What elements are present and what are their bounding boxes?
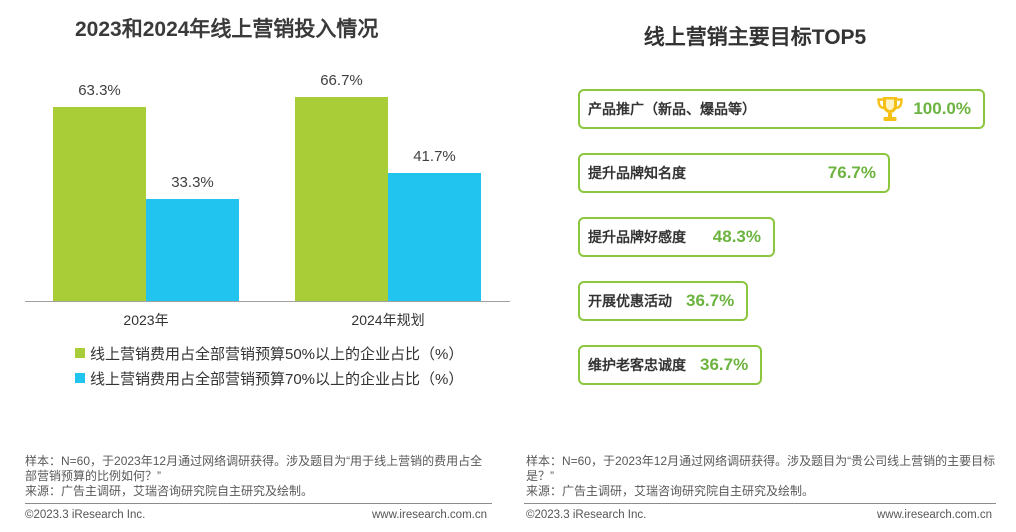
goal-label-4: 开展优惠活动: [588, 293, 672, 309]
footer-divider: [524, 503, 996, 504]
goal-bar-5: 维护老客忠诚度 36.7%: [578, 345, 762, 385]
chart-title: 2023和2024年线上营销投入情况: [75, 18, 379, 41]
bar-cat2-series2: [388, 173, 481, 301]
bar-chart-plot: 63.3% 33.3% 2023年 66.7% 41.7% 2024年规划: [25, 60, 510, 330]
left-panel: 2023和2024年线上营销投入情况 63.3% 33.3% 2023年 66.7% 4…: [25, 18, 510, 522]
goals-title: 线上营销主要目标TOP5: [643, 26, 867, 49]
goal-value-group-5: 36.7%: [700, 355, 748, 375]
bar-cat1-series1: [53, 107, 146, 301]
website-text: www.iresearch.com.cn: [876, 509, 992, 521]
legend-item-series-2: 线上营销费用占全部营销预算70%以上的企业占比（%）: [75, 368, 463, 388]
sample-note: 样本：N=60，于2023年12月通过网络调研获得。涉及题目为“贵公司线上营销的…: [526, 454, 996, 483]
data-label-cat2-series2: 41.7%: [413, 148, 456, 166]
goal-value-group-3: 48.3%: [713, 227, 761, 247]
x-axis-line: [25, 301, 510, 302]
footnote: 样本：N=60，于2023年12月通过网络调研获得。涉及题目为“用于线上营销的费…: [25, 454, 492, 499]
goal-value-2: 76.7%: [827, 163, 876, 182]
goal-bar-4: 开展优惠活动 36.7%: [578, 281, 748, 321]
goal-label-1: 产品推广（新品、爆品等）: [588, 101, 756, 117]
data-label-cat2-series1: 66.7%: [320, 71, 363, 89]
footer-row: ©2023.3 iResearch Inc. www.iresearch.com…: [25, 508, 487, 522]
goal-ranking-list: 产品推广（新品、爆品等） 100.0% 提升品牌知名度 76.7% 提升品牌好感度 48.…: [578, 89, 985, 385]
x-tick-label-1: 2023年: [123, 312, 169, 328]
data-label-cat1-series1: 63.3%: [78, 82, 121, 100]
goal-value-group-1: 100.0%: [875, 95, 971, 123]
footer-row: ©2023.3 iResearch Inc. www.iresearch.com…: [526, 508, 992, 522]
copyright-text: ©2023.3 iResearch Inc.: [25, 509, 146, 521]
goal-label-2: 提升品牌知名度: [588, 165, 686, 181]
legend-item-series-1: 线上营销费用占全部营销预算50%以上的企业占比（%）: [75, 343, 463, 363]
goal-value-4: 36.7%: [686, 291, 735, 310]
goal-label-3: 提升品牌好感度: [588, 229, 686, 245]
goal-bar-1: 产品推广（新品、爆品等） 100.0%: [578, 89, 985, 129]
source-note: 来源：广告主调研，艾瑞咨询研究院自主研究及绘制。: [25, 484, 314, 498]
goal-value-group-4: 36.7%: [686, 291, 734, 311]
right-panel: 线上营销主要目标TOP5 产品推广（新品、爆品等） 100.0% 提升品牌知名度 76…: [508, 0, 1016, 532]
source-note: 来源：广告主调研，艾瑞咨询研究院自主研究及绘制。: [526, 484, 815, 498]
bar-cat2-series1: [295, 96, 388, 301]
website-text: www.iresearch.com.cn: [371, 509, 487, 521]
legend-swatch-series-2: [75, 373, 85, 383]
copyright-text: ©2023.3 iResearch Inc.: [526, 509, 647, 521]
goal-value-group-2: 76.7%: [828, 163, 876, 183]
data-label-cat1-series2: 33.3%: [171, 174, 214, 192]
x-tick-label-2: 2024年规划: [351, 312, 425, 328]
goal-value-5: 36.7%: [700, 355, 749, 374]
legend-label-series-2: 线上营销费用占全部营销预算70%以上的企业占比（%）: [90, 370, 464, 388]
footnote: 样本：N=60，于2023年12月通过网络调研获得。涉及题目为“贵公司线上营销的…: [526, 454, 996, 499]
goal-value-1: 100.0%: [913, 99, 971, 118]
goal-bar-3: 提升品牌好感度 48.3%: [578, 217, 775, 257]
goal-bar-2: 提升品牌知名度 76.7%: [578, 153, 890, 193]
chart-legend: 线上营销费用占全部营销预算50%以上的企业占比（%） 线上营销费用占全部营销预算…: [75, 343, 463, 393]
sample-note: 样本：N=60，于2023年12月通过网络调研获得。涉及题目为“用于线上营销的费…: [25, 454, 483, 483]
legend-swatch-series-1: [75, 348, 85, 358]
legend-label-series-1: 线上营销费用占全部营销预算50%以上的企业占比（%）: [90, 345, 464, 363]
trophy-icon: [875, 95, 905, 123]
bar-cat1-series2: [146, 199, 239, 301]
footer-divider: [25, 503, 492, 504]
goal-label-5: 维护老客忠诚度: [588, 357, 686, 373]
goal-value-3: 48.3%: [712, 227, 761, 246]
